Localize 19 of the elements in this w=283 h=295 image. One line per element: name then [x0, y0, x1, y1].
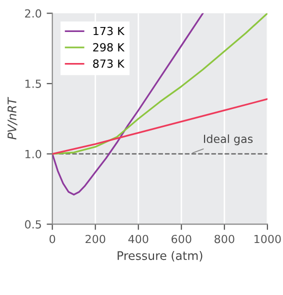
x-tick-label: 1000	[254, 234, 281, 244]
x-tick-label: 0	[50, 234, 56, 244]
legend-label: 173 K	[94, 26, 125, 36]
ref-line-label: Ideal gas	[204, 134, 253, 146]
y-tick-label: 0.5	[25, 220, 41, 229]
y-tick-label: 1.0	[25, 150, 42, 158]
line-series	[52, 13, 268, 155]
x-tick-label: 600	[172, 234, 192, 244]
x-tick-label: 200	[86, 234, 106, 244]
y-tick-label: 2.0	[25, 9, 42, 18]
y-tick-label: 1.5	[25, 80, 41, 88]
x-tick-label: 800	[214, 234, 234, 244]
y-axis-title: PV/nRT	[8, 96, 18, 140]
line-series	[52, 13, 204, 196]
x-tick-label: 400	[128, 234, 148, 244]
x-axis-title: Pressure (atm)	[118, 250, 202, 262]
legend-label: 298 K	[93, 43, 125, 52]
legend-label: 873 K	[93, 59, 125, 68]
line-series	[52, 98, 268, 155]
